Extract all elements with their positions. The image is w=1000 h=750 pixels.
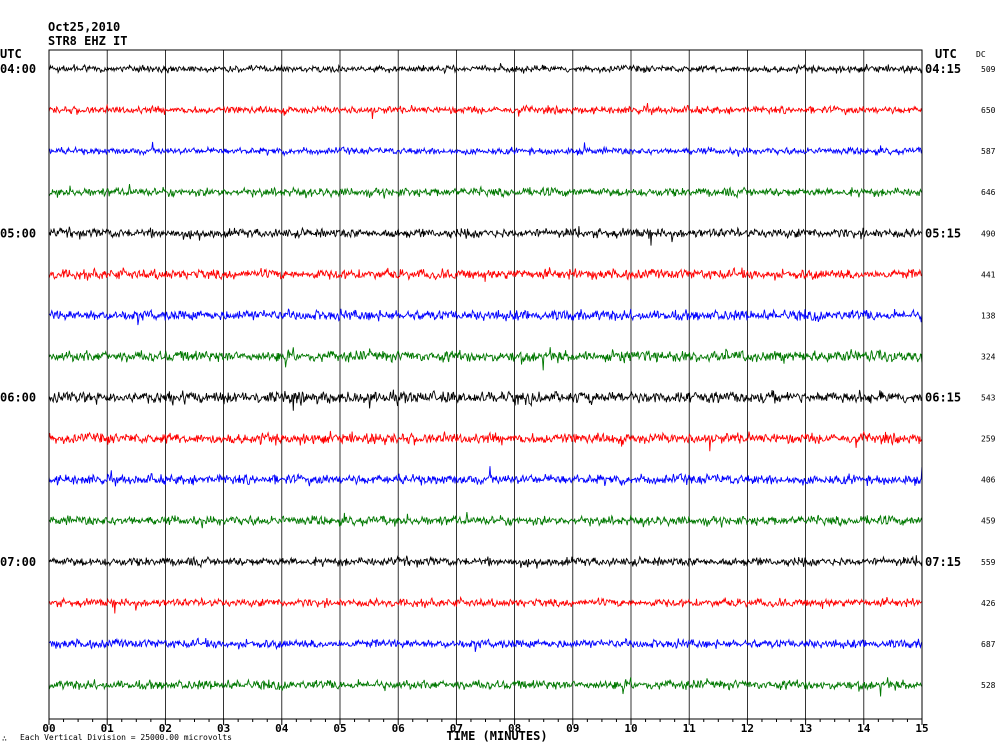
x-tick-label-12: 12: [741, 722, 754, 735]
trace-row-2: [48, 141, 923, 157]
right-time-label-2: 06:15: [925, 391, 961, 405]
right-time-label-3: 07:15: [925, 555, 961, 569]
trace-row-12: [48, 554, 923, 569]
x-tick-label-2: 02: [159, 722, 172, 735]
x-tick-label-3: 03: [217, 722, 230, 735]
trace-row-4: [48, 226, 923, 246]
left-utc-label: UTC: [0, 47, 22, 61]
dc-value-labels: 509 650 587 646 490 441 138 324 543 259 406 459 559 4…: [981, 65, 996, 690]
trace-row-5: [48, 266, 923, 282]
right-time-label-0: 04:15: [925, 62, 961, 76]
dc-value-2: 587: [981, 147, 996, 156]
x-tick-label-4: 04: [275, 722, 289, 735]
right-utc-label: UTC: [935, 47, 957, 61]
x-tick-label-6: 06: [392, 722, 406, 735]
x-tick-label-1: 01: [101, 722, 115, 735]
left-time-label-0: 04:00: [0, 62, 36, 76]
x-axis-ticks: 00 01 02 03 04 05 06 07 08 09 10 11 12 13 14 15: [42, 719, 929, 735]
trace-row-15: [48, 677, 923, 697]
dc-value-7: 324: [981, 352, 996, 361]
trace-row-11: [48, 511, 923, 529]
dc-value-3: 646: [981, 188, 996, 197]
dc-value-14: 687: [981, 640, 996, 649]
dc-value-10: 406: [981, 476, 996, 485]
footer-scale-note: Each Vertical Division = 25000.00 microv…: [20, 733, 232, 742]
trace-row-3: [48, 184, 923, 199]
x-tick-label-11: 11: [683, 722, 697, 735]
left-time-label-3: 07:00: [0, 555, 36, 569]
seismic-traces: [48, 63, 923, 697]
left-time-labels: 04:00 05:00 06:00 07:00: [0, 62, 36, 569]
right-time-label-1: 05:15: [925, 226, 961, 240]
x-tick-label-7: 07: [450, 722, 463, 735]
dc-value-12: 559: [981, 558, 996, 567]
trace-row-1: [48, 103, 923, 120]
dc-value-6: 138: [981, 311, 996, 320]
trace-row-10: [48, 466, 923, 487]
dc-value-11: 459: [981, 517, 996, 526]
left-time-label-1: 05:00: [0, 226, 36, 240]
station-label: STR8 EHZ IT: [48, 34, 127, 48]
x-tick-label-13: 13: [799, 722, 812, 735]
dc-value-15: 528: [981, 681, 996, 690]
x-tick-label-14: 14: [857, 722, 871, 735]
left-time-label-2: 06:00: [0, 391, 36, 405]
x-tick-label-0: 00: [42, 722, 55, 735]
x-tick-label-5: 05: [333, 722, 346, 735]
right-time-labels: 04:15 05:15 06:15 07:15: [925, 62, 961, 569]
date-label: Oct25,2010: [48, 20, 120, 34]
dc-value-5: 441: [981, 270, 996, 279]
dc-value-9: 259: [981, 435, 996, 444]
trace-row-14: [48, 637, 923, 652]
x-tick-label-10: 10: [624, 722, 637, 735]
dc-value-4: 490: [981, 229, 996, 238]
footer-logo-icon: ∴: [2, 734, 7, 743]
trace-row-9: [48, 430, 923, 452]
trace-row-0: [48, 63, 923, 75]
trace-row-13: [48, 595, 923, 614]
trace-row-7: [48, 347, 923, 371]
dc-header-label: DC: [976, 50, 986, 59]
dc-value-8: 543: [981, 394, 996, 403]
dc-value-1: 650: [981, 106, 996, 115]
x-axis-title: TIME (MINUTES): [446, 729, 547, 743]
dc-value-13: 426: [981, 599, 996, 608]
x-tick-label-15: 15: [915, 722, 928, 735]
x-tick-label-9: 09: [566, 722, 579, 735]
trace-row-8: [48, 389, 923, 411]
vertical-gridlines: [106, 50, 865, 719]
dc-value-0: 509: [981, 65, 996, 74]
x-tick-label-8: 08: [508, 722, 521, 735]
trace-row-6: [48, 308, 923, 326]
